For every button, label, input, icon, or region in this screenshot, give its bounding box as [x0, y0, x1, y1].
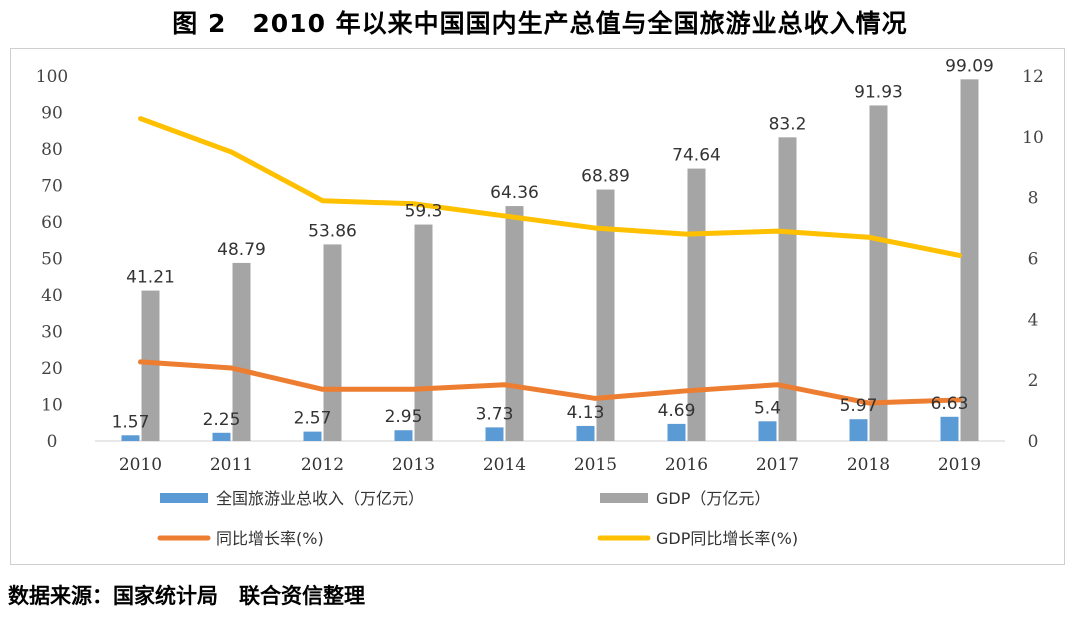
y-left-tick-label: 50	[41, 250, 63, 270]
gdp-bar	[323, 244, 342, 441]
axes: 0 10 20 30 40 50 60 70 80 90 100 0 2 4 6 8 10 12 2010 2011 2…	[36, 67, 1044, 475]
gdp-bar	[141, 290, 160, 441]
gdp-label: 68.89	[581, 167, 630, 187]
tourism-revenue-bar	[121, 435, 140, 441]
y-right-tick-label: 4	[1028, 310, 1039, 330]
y-left-tick-label: 30	[41, 323, 63, 343]
chart-frame	[10, 48, 1065, 565]
legend-label: 同比增长率(%)	[216, 529, 324, 548]
y-left-tick-label: 0	[47, 432, 58, 452]
gdp-bar	[232, 262, 251, 441]
gdp-bar	[869, 105, 888, 441]
y-left-tick-label: 20	[41, 359, 63, 379]
legend-label: 全国旅游业总收入（万亿元）	[216, 489, 424, 508]
x-tick-label: 2016	[665, 455, 708, 475]
legend-label: GDP（万亿元）	[656, 489, 770, 508]
y-right-tick-label: 6	[1028, 250, 1039, 270]
gdp-label: 64.36	[490, 183, 539, 203]
x-tick-label: 2011	[210, 455, 253, 475]
y-right-tick-label: 8	[1028, 189, 1039, 209]
tourism-revenue-label: 6.63	[931, 394, 969, 414]
gdp-growth-line	[138, 116, 962, 258]
tourism-revenue-bar	[485, 427, 504, 441]
tourism-revenue-label: 1.57	[112, 412, 150, 432]
tourism-revenue-bar	[394, 430, 413, 441]
y-right-tick-label: 0	[1028, 432, 1039, 452]
y-right-tick-label: 12	[1022, 67, 1044, 87]
x-tick-label: 2014	[483, 455, 526, 475]
bars	[121, 79, 979, 441]
x-tick-label: 2012	[301, 455, 344, 475]
chart-title: 图 2 2010 年以来中国国内生产总值与全国旅游业总收入情况	[172, 9, 908, 38]
gdp-bar	[596, 189, 615, 441]
tourism-revenue-label: 2.95	[385, 407, 423, 427]
tourism-revenue-label: 3.73	[476, 404, 514, 424]
x-tick-label: 2013	[392, 455, 435, 475]
tourism-growth-line	[138, 359, 962, 406]
tourism-revenue-bar	[576, 425, 595, 441]
legend-swatch	[160, 493, 208, 503]
x-tick-label: 2018	[847, 455, 890, 475]
x-tick-label: 2017	[756, 455, 799, 475]
data-labels: 1.57 2.25 2.57 2.95 3.73 4.13 4.69 5.4 5.97 6.63 4…	[112, 56, 994, 432]
x-tick-label: 2010	[119, 455, 162, 475]
legend-swatch	[600, 493, 648, 503]
gdp-bar	[687, 168, 706, 441]
tourism-revenue-label: 5.4	[754, 398, 781, 418]
gdp-label: 53.86	[308, 221, 357, 241]
tourism-revenue-bar	[212, 432, 231, 441]
tourism-revenue-bar	[940, 416, 959, 441]
gdp-bar	[505, 206, 524, 441]
lines	[138, 116, 962, 406]
source-note: 数据来源：国家统计局 联合资信整理	[8, 584, 365, 608]
tourism-revenue-bar	[849, 419, 868, 441]
tourism-revenue-bar	[758, 421, 777, 441]
tourism-revenue-label: 4.69	[658, 401, 696, 421]
y-right-tick-label: 10	[1022, 128, 1044, 148]
y-left-tick-label: 100	[36, 67, 68, 87]
tourism-revenue-label: 5.97	[840, 396, 878, 416]
tourism-revenue-label: 2.25	[203, 410, 241, 430]
tourism-revenue-bar	[667, 423, 686, 441]
y-left-tick-label: 60	[41, 213, 63, 233]
legend-label: GDP同比增长率(%)	[656, 529, 798, 548]
gdp-label: 99.09	[945, 56, 994, 76]
y-left-tick-label: 80	[41, 140, 63, 160]
gdp-label: 59.3	[405, 202, 443, 222]
y-right-tick-label: 2	[1028, 371, 1039, 391]
gdp-label: 41.21	[126, 268, 175, 288]
y-left-tick-label: 90	[41, 104, 63, 124]
y-left-tick-label: 70	[41, 177, 63, 197]
tourism-revenue-bar	[303, 431, 322, 441]
gdp-bar	[778, 137, 797, 441]
tourism-revenue-label: 2.57	[294, 409, 332, 429]
legend: 全国旅游业总收入（万亿元） GDP（万亿元） 同比增长率(%) GDP同比增长率(%)	[157, 489, 798, 548]
gdp-label: 83.2	[769, 114, 807, 134]
tourism-revenue-label: 4.13	[567, 403, 605, 423]
gdp-bar	[960, 79, 979, 441]
gdp-label: 91.93	[854, 82, 903, 102]
gdp-label: 48.79	[217, 240, 266, 260]
x-tick-label: 2019	[938, 455, 981, 475]
y-left-tick-label: 40	[41, 286, 63, 306]
gdp-label: 74.64	[672, 146, 721, 166]
x-tick-label: 2015	[574, 455, 617, 475]
y-left-tick-label: 10	[41, 396, 63, 416]
